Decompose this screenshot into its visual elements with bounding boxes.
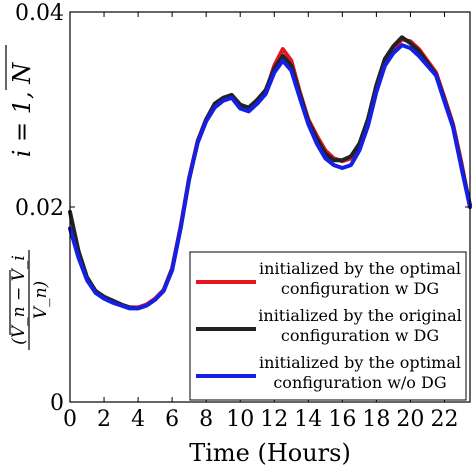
x-tick-label: 18 (362, 407, 390, 432)
y-axis-label: i = 1, N (V_n − V_i V_n) (5, 45, 51, 350)
x-tick-label: 10 (226, 407, 254, 432)
series-layer (68, 35, 472, 311)
x-tick-label: 22 (430, 407, 458, 432)
legend-entry-1-line-1: initialized by the optimal (259, 259, 461, 278)
x-tick-label: 4 (131, 407, 145, 432)
x-tick-label: 20 (396, 407, 424, 432)
x-tick-label: 0 (63, 407, 77, 432)
x-tick-label: 8 (199, 407, 213, 432)
y-axis-label-numerator: (V_n − V_i (9, 255, 29, 345)
y-tick-label: 0.04 (15, 1, 64, 26)
legend-entry-2-line-2: configuration w DG (281, 326, 439, 345)
legend: initialized by the optimalconfiguration … (189, 251, 467, 401)
x-tick-label: 2 (97, 407, 111, 432)
legend-entry-3-line-2: configuration w/o DG (273, 373, 446, 392)
legend-entry-3-line-1: initialized by the optimal (259, 353, 461, 372)
series-line-3 (68, 43, 472, 311)
x-tick-label: 6 (165, 407, 179, 432)
x-axis-label: Time (Hours) (189, 439, 351, 467)
y-tick-label: 0.02 (15, 196, 64, 221)
legend-entry-2-line-1: initialized by the original (258, 306, 461, 325)
legend-entry-1-line-2: configuration w DG (281, 279, 439, 298)
x-tick-label: 16 (328, 407, 356, 432)
y-axis-label-condition: i = 1, N (8, 62, 36, 158)
x-tick-label: 14 (294, 407, 322, 432)
y-tick-label: 0 (50, 391, 64, 416)
x-tick-label: 12 (260, 407, 288, 432)
y-axis-label-denominator: V_n) (31, 281, 51, 319)
